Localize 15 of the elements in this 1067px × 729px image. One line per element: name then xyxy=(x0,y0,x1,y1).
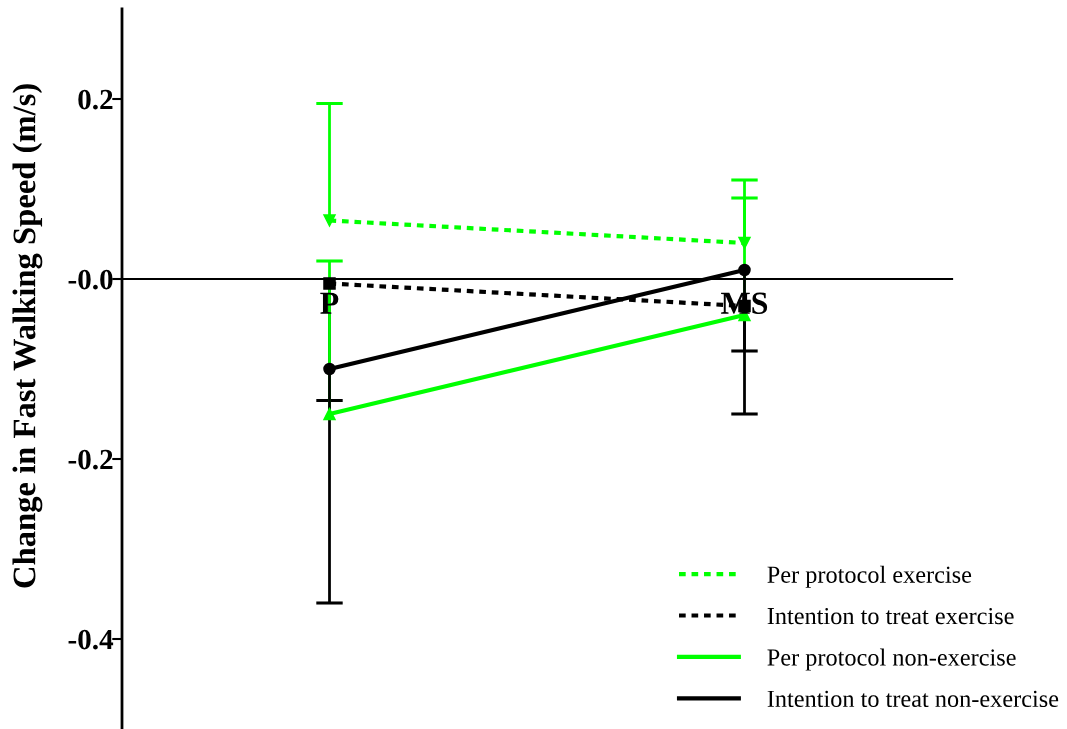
y-axis-title: Change in Fast Walking Speed (m/s) xyxy=(12,84,43,588)
legend-label: Per protocol exercise xyxy=(767,565,972,588)
y-tick-label: -0.0 xyxy=(68,269,113,290)
point xyxy=(738,263,751,277)
y-tick-label: -0.2 xyxy=(68,449,113,470)
point xyxy=(323,277,336,290)
y-tick-label: 0.2 xyxy=(78,89,113,110)
y-tick-label: -0.4 xyxy=(68,629,114,650)
point xyxy=(738,236,751,250)
point xyxy=(323,214,336,227)
legend-label: Intention to treat exercise xyxy=(767,607,1014,625)
legend-label: Per protocol non-exercise xyxy=(767,648,1016,671)
point xyxy=(323,362,336,376)
point xyxy=(323,407,336,421)
legend-label: Intention to treat non-exercise xyxy=(767,690,1059,708)
